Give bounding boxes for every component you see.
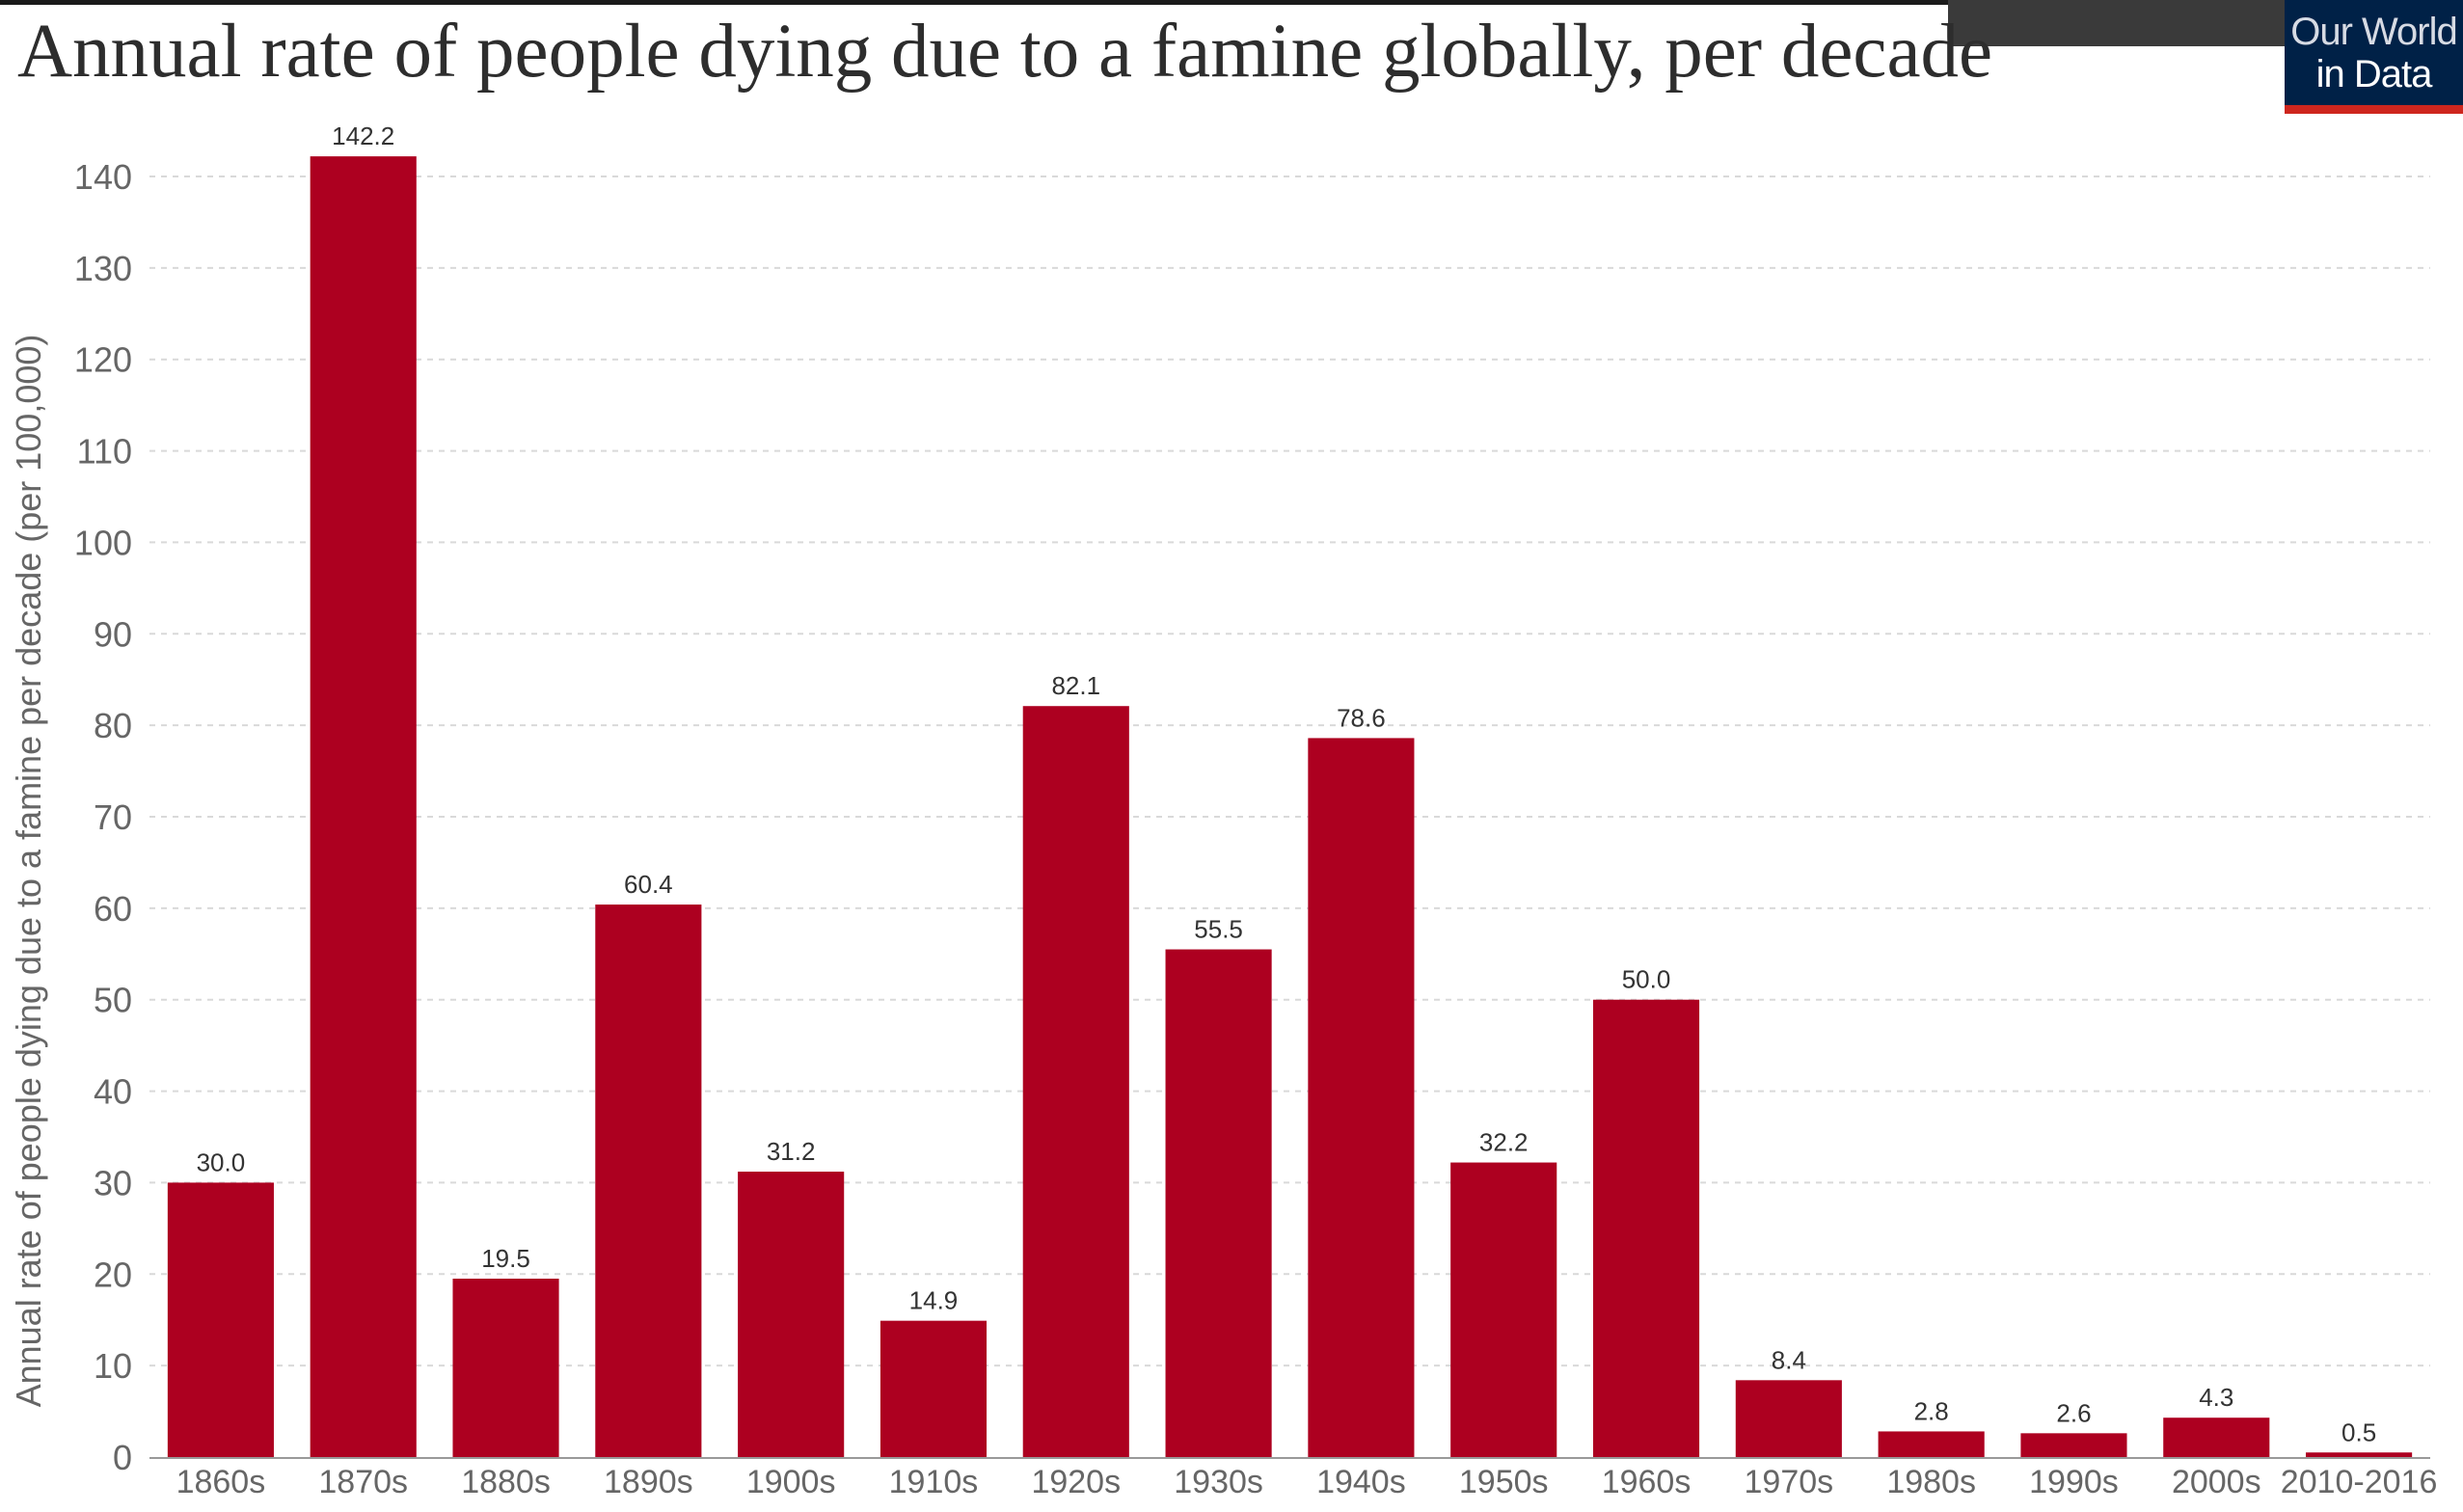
bar[interactable] bbox=[1308, 738, 1415, 1457]
y-tick-label: 50 bbox=[94, 981, 132, 1020]
bar[interactable] bbox=[880, 1320, 988, 1457]
bar[interactable] bbox=[1878, 1431, 1985, 1457]
value-labels: 30.0 142.2 19.5 60.4 31.2 14.9 82.1 55.5 78.6 32.… bbox=[197, 122, 2377, 1446]
x-tick-label: 1920s bbox=[1031, 1464, 1121, 1500]
gridlines bbox=[149, 176, 2430, 1367]
logo-text-line2: in Data bbox=[2315, 53, 2433, 95]
y-tick-label: 120 bbox=[74, 340, 132, 380]
bar-value-label: 31.2 bbox=[767, 1137, 816, 1166]
y-tick-label: 130 bbox=[74, 249, 132, 288]
chart-title: Annual rate of people dying due to a fam… bbox=[17, 10, 1993, 94]
x-tick-label: 1940s bbox=[1316, 1464, 1406, 1500]
y-tick-label: 140 bbox=[74, 157, 132, 197]
y-tick-label: 40 bbox=[94, 1072, 132, 1112]
y-tick-labels: 0 10 20 30 40 50 60 70 80 90 100 110 120 130 140 bbox=[74, 157, 132, 1477]
bar[interactable] bbox=[595, 904, 702, 1457]
bar[interactable] bbox=[2306, 1452, 2413, 1457]
x-tick-label: 1900s bbox=[746, 1464, 836, 1500]
y-tick-label: 20 bbox=[94, 1255, 132, 1294]
x-tick-labels: 1860s 1870s 1880s 1890s 1900s 1910s 1920s 1930s… bbox=[176, 1464, 2438, 1500]
x-tick-label: 1980s bbox=[1886, 1464, 1976, 1500]
x-tick-label: 1950s bbox=[1459, 1464, 1549, 1500]
logo-stripe bbox=[2285, 105, 2463, 114]
top-border bbox=[0, 0, 2463, 5]
bar-value-label: 78.6 bbox=[1337, 703, 1386, 732]
x-tick-label: 1870s bbox=[318, 1464, 408, 1500]
y-tick-label: 10 bbox=[94, 1346, 132, 1386]
y-tick-label: 80 bbox=[94, 706, 132, 745]
bar-value-label: 30.0 bbox=[197, 1148, 246, 1176]
x-tick-label: 1890s bbox=[604, 1464, 693, 1500]
bar-value-label: 0.5 bbox=[2341, 1418, 2376, 1446]
bar[interactable] bbox=[1022, 706, 1129, 1457]
x-tick-label: 1880s bbox=[461, 1464, 551, 1500]
bar-value-label: 32.2 bbox=[1479, 1128, 1529, 1157]
x-tick-label: 1930s bbox=[1174, 1464, 1263, 1500]
x-tick-label: 1860s bbox=[176, 1464, 266, 1500]
bar-value-label: 19.5 bbox=[481, 1244, 530, 1273]
bar[interactable] bbox=[738, 1172, 845, 1457]
y-tick-label: 110 bbox=[77, 432, 132, 472]
bar-value-label: 50.0 bbox=[1622, 965, 1671, 994]
bar-value-label: 2.8 bbox=[1914, 1396, 1949, 1425]
bar-value-label: 4.3 bbox=[2199, 1383, 2233, 1412]
bar[interactable] bbox=[310, 156, 417, 1457]
bar[interactable] bbox=[167, 1182, 274, 1457]
bar[interactable] bbox=[1592, 999, 1700, 1457]
bar[interactable] bbox=[2020, 1433, 2127, 1457]
bar-value-label: 142.2 bbox=[332, 122, 394, 150]
x-tick-label: 2010-2016 bbox=[2281, 1464, 2438, 1500]
y-tick-label: 100 bbox=[74, 523, 132, 562]
x-tick-label: 1910s bbox=[889, 1464, 979, 1500]
owid-logo[interactable]: Our World in Data bbox=[2285, 0, 2463, 114]
y-tick-label: 30 bbox=[94, 1163, 132, 1202]
bar[interactable] bbox=[452, 1279, 559, 1457]
bar-value-label: 55.5 bbox=[1194, 915, 1243, 944]
bar-value-label: 14.9 bbox=[909, 1286, 959, 1315]
bar[interactable] bbox=[2163, 1418, 2270, 1457]
bar-value-label: 82.1 bbox=[1051, 671, 1100, 700]
x-tick-label: 1970s bbox=[1745, 1464, 1834, 1500]
x-tick-label: 1960s bbox=[1602, 1464, 1692, 1500]
bar[interactable] bbox=[1735, 1380, 1842, 1457]
bar[interactable] bbox=[1165, 949, 1272, 1457]
bar[interactable] bbox=[1450, 1162, 1557, 1457]
y-tick-label: 90 bbox=[94, 614, 132, 654]
x-tick-label: 2000s bbox=[2172, 1464, 2261, 1500]
bar-value-label: 60.4 bbox=[624, 870, 673, 899]
y-tick-label: 0 bbox=[113, 1438, 132, 1477]
bar-value-label: 2.6 bbox=[2056, 1398, 2091, 1427]
toolbar-tab bbox=[1948, 0, 2286, 46]
bars bbox=[167, 156, 2413, 1457]
x-tick-label: 1990s bbox=[2029, 1464, 2119, 1500]
logo-text-line1: Our World bbox=[2290, 11, 2458, 53]
y-tick-label: 70 bbox=[94, 797, 132, 837]
y-tick-label: 60 bbox=[94, 889, 132, 929]
bar-value-label: 8.4 bbox=[1772, 1345, 1806, 1374]
